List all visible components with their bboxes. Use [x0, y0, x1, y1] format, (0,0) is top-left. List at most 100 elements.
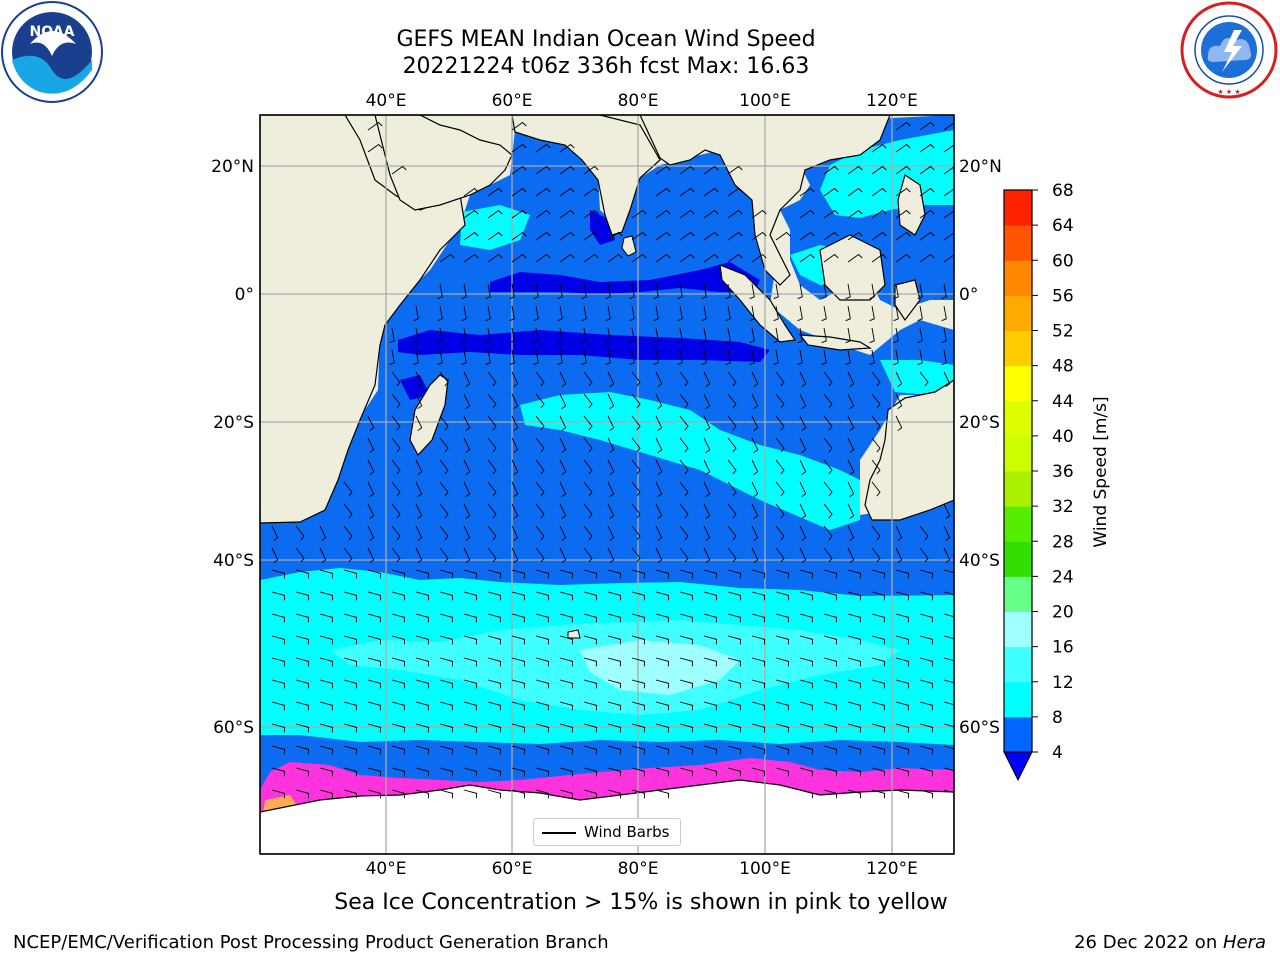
- wind-barb: [799, 613, 814, 623]
- wind-barb: [751, 569, 766, 579]
- wind-barb: [583, 209, 599, 219]
- wind-barb: [799, 481, 807, 498]
- wind-barb: [439, 679, 454, 689]
- wind-barb: [775, 231, 791, 241]
- wind-barb: [535, 459, 545, 475]
- wind-barb: [583, 525, 593, 541]
- wind-barb: [535, 481, 545, 497]
- wind-barb: [751, 723, 766, 733]
- wind-barb: [917, 349, 923, 366]
- wind-barb: [871, 371, 881, 387]
- wind-barb: [367, 503, 375, 520]
- wind-barb: [583, 569, 598, 579]
- wind-barb: [461, 305, 467, 322]
- wind-barb: [437, 327, 443, 344]
- lat-label-left: 20°S: [213, 413, 254, 433]
- wind-barb: [679, 371, 689, 387]
- wind-barb: [725, 327, 731, 344]
- wind-barb: [487, 481, 497, 497]
- wind-barb: [583, 503, 593, 519]
- wind-barb: [727, 187, 743, 197]
- wind-barb: [655, 569, 670, 579]
- wind-barb: [775, 525, 785, 541]
- wind-barb: [943, 701, 954, 706]
- wind-barb: [895, 723, 910, 733]
- wind-barb: [511, 187, 527, 197]
- wind-barb: [439, 767, 454, 777]
- lon-label-top: 40°E: [366, 91, 407, 111]
- wind-barb: [679, 525, 689, 541]
- wind-barb: [895, 393, 903, 410]
- wind-barb: [653, 349, 659, 366]
- wind-barb: [727, 723, 742, 733]
- wind-barb: [751, 209, 767, 219]
- wind-barb: [679, 231, 695, 241]
- wind-barb: [943, 166, 954, 175]
- wind-barb: [847, 547, 855, 564]
- wind-barb: [415, 701, 430, 711]
- wind-barb: [775, 767, 790, 777]
- wind-barb: [943, 767, 954, 772]
- wind-barb: [679, 481, 689, 497]
- calm-band: [400, 375, 430, 400]
- wind-barb: [271, 789, 286, 799]
- wind-barb: [773, 349, 779, 366]
- wind-barb: [487, 591, 502, 601]
- wind-barb: [751, 679, 766, 689]
- wind-barb: [895, 591, 910, 601]
- wind-barb: [655, 165, 671, 175]
- colorbar-segment: [1004, 400, 1032, 437]
- colorbar-tick-label: 60: [1052, 251, 1074, 271]
- lon-label-top: 80°E: [618, 91, 659, 111]
- wind-barb: [799, 187, 815, 197]
- wind-barb: [487, 503, 497, 519]
- wind-barb: [655, 723, 670, 733]
- wind-barb: [943, 122, 954, 131]
- lat-label-left: 20°N: [211, 157, 254, 177]
- wind-barb: [775, 547, 785, 563]
- wind-barb: [463, 415, 471, 432]
- wind-barb: [271, 657, 286, 667]
- wind-barb: [703, 657, 718, 667]
- wind-barb: [271, 679, 286, 689]
- wind-barb: [413, 327, 419, 344]
- wind-barb: [679, 253, 695, 263]
- wind-barb: [943, 371, 951, 388]
- wind-barb: [655, 371, 663, 388]
- wind-barb: [343, 657, 358, 667]
- wind-barb: [943, 635, 954, 640]
- wind-barb: [631, 547, 641, 563]
- africa-coast: [260, 115, 466, 524]
- wind-barb: [727, 165, 743, 175]
- wind-barb: [631, 371, 641, 387]
- wind-barb: [511, 393, 519, 410]
- wind-barb: [439, 503, 449, 519]
- wind-barb: [583, 437, 593, 453]
- wind-barb: [607, 525, 615, 542]
- wind-barb: [655, 701, 670, 711]
- wind-barb: [487, 459, 497, 475]
- wind-barb: [823, 437, 833, 453]
- colorbar-tick-label: 52: [1052, 322, 1074, 342]
- wind-barb: [511, 209, 527, 219]
- wind-barb: [511, 165, 527, 175]
- wind-barb: [677, 349, 683, 366]
- wind-barb: [775, 371, 785, 387]
- wind-barb: [437, 349, 443, 366]
- wind-barb: [535, 371, 545, 387]
- wind-barb: [415, 723, 430, 733]
- wind-barb: [775, 635, 790, 645]
- wind-barb: [607, 547, 615, 564]
- wind-barb: [295, 569, 310, 579]
- lon-label-top: 120°E: [866, 91, 918, 111]
- wind-barb: [509, 349, 515, 366]
- wind-barb: [727, 745, 742, 755]
- wind-barb: [749, 305, 755, 322]
- wind-barb: [439, 591, 454, 601]
- lat-label-right: 40°S: [959, 551, 1000, 571]
- wind-barb: [823, 253, 839, 263]
- wind-barb: [655, 657, 670, 667]
- colorbar-segment: [1004, 190, 1032, 226]
- wind-barb: [559, 187, 575, 197]
- wind-barb: [847, 481, 855, 498]
